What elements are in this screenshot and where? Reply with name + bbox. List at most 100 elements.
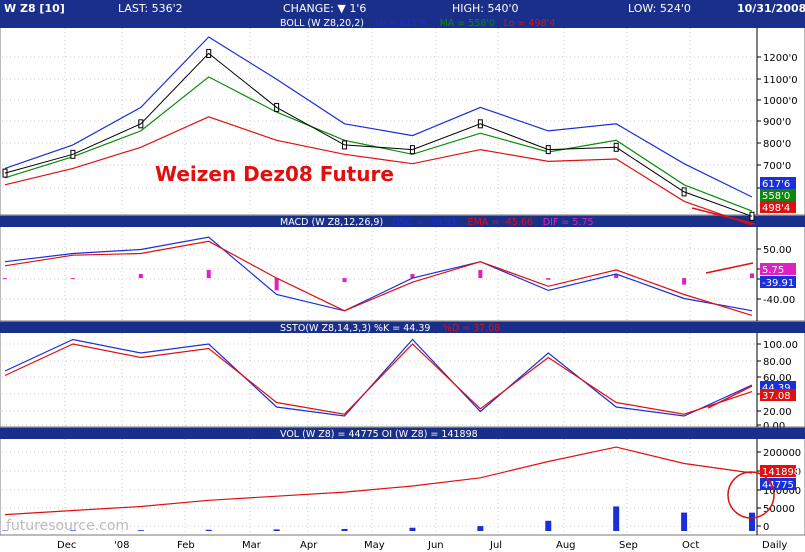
- wheat-futures-chart: BOLL (W Z8,20,2) Hi = 617'6 MA = 558'0 Lo =…: [0, 17, 805, 551]
- macd-legend-1: EMA = -45.66: [468, 217, 533, 228]
- macd-marker-value: 5.75: [762, 265, 784, 276]
- boll-tick-label: 800'0: [763, 139, 791, 150]
- ssto-marker-value: 44.39: [762, 383, 791, 394]
- boll-tick-label: 1200'0: [763, 53, 798, 64]
- ssto-trend-arrow: [707, 385, 753, 409]
- boll-panel-title: BOLL (W Z8,20,2): [280, 18, 364, 29]
- ssto-tick-label: 100.00: [763, 340, 798, 351]
- volume-bar: [613, 506, 620, 531]
- vol-tick-label: 0: [763, 522, 769, 533]
- macd-histogram-bar: [3, 278, 7, 280]
- vol-tick-label: 50000: [763, 504, 795, 515]
- vol-tick-label: 200000: [763, 448, 801, 459]
- ssto-title-bar: [0, 322, 805, 333]
- ssto-tick-label: 20.00: [763, 407, 792, 418]
- volume-bar: [681, 512, 688, 531]
- vol-tick-label: 100000: [763, 486, 801, 497]
- boll-legend-0: Hi = 617'6: [376, 18, 427, 29]
- x-axis-label: Oct: [682, 540, 699, 551]
- vol-marker-box: [760, 465, 796, 477]
- symbol-label: W Z8 [10]: [4, 2, 65, 15]
- last-price: LAST: 536'2: [118, 2, 183, 15]
- low-value: LOW: 524'0: [628, 2, 691, 15]
- boll-marker-value: 558'0: [762, 191, 790, 202]
- boll-panel-frame: [0, 17, 805, 216]
- macd-histogram-bar: [478, 269, 483, 279]
- macd-histogram-bar: [682, 278, 687, 285]
- x-axis-label: Jul: [489, 540, 502, 551]
- volume-bar: [409, 527, 416, 531]
- ssto-panel-frame: [0, 321, 805, 428]
- macd-marker-box: [760, 263, 796, 275]
- boll-marker-value: 617'6: [762, 179, 790, 190]
- x-axis-label: Feb: [177, 540, 195, 551]
- macd-histogram-bar: [138, 274, 143, 279]
- macd-tick-label: 50.00: [763, 245, 792, 256]
- volume-bar: [545, 520, 552, 531]
- macd-trend-arrow: [705, 262, 754, 274]
- macd-histogram-bar: [546, 278, 551, 280]
- boll-tick-label: 1100'0: [763, 75, 798, 86]
- volume-bar: [477, 526, 484, 531]
- boll-close-line: [4, 52, 753, 217]
- macd-histogram-bar: [750, 273, 754, 279]
- boll-price-candle: [2, 168, 8, 178]
- volume-bar: [341, 528, 348, 531]
- macd-histogram-bar: [410, 274, 415, 279]
- macd-marker-value: -39.91: [762, 278, 794, 289]
- ssto-tick-label: 60.00: [763, 373, 792, 384]
- macd-series-line: [4, 240, 753, 316]
- ssto-tick-label: 0.00: [763, 421, 785, 432]
- vol-series-line: [4, 446, 753, 516]
- x-axis-label: Sep: [619, 540, 638, 551]
- x-axis-label: Mar: [242, 540, 262, 551]
- boll-title-bar: [0, 17, 805, 28]
- boll-marker-box: [760, 201, 796, 213]
- boll-series-line: [4, 116, 753, 226]
- price-trend-arrow: [691, 207, 756, 225]
- macd-legend-2: DIF = 5.75: [543, 217, 594, 228]
- ssto-marker-box: [760, 389, 796, 401]
- x-axis-label: May: [364, 540, 385, 551]
- chart-date: 10/31/2008: [737, 2, 805, 15]
- x-axis-label: Apr: [300, 540, 318, 551]
- macd-legend-0: DSC = -39.91: [392, 217, 457, 228]
- macd-histogram-bar: [206, 269, 211, 279]
- x-axis-label: Aug: [556, 540, 576, 551]
- x-axis-label: Jun: [427, 540, 444, 551]
- boll-series-line: [4, 36, 753, 198]
- macd-histogram-bar: [342, 278, 347, 283]
- x-axis-label: Daily: [762, 540, 787, 551]
- macd-series-line: [4, 236, 753, 312]
- boll-tick-label: 900'0: [763, 117, 791, 128]
- vol-marker-value: 44775: [762, 480, 794, 491]
- macd-marker-box: [760, 276, 796, 288]
- x-axis-label: Dec: [57, 540, 76, 551]
- boll-marker-box: [760, 189, 796, 201]
- ssto-series-line: [4, 343, 753, 415]
- volume-bar: [69, 530, 76, 531]
- macd-histogram-bar: [274, 278, 279, 291]
- vol-panel-frame: [0, 427, 805, 536]
- vol-panel-title: VOL (W Z8) = 44775 OI (W Z8) = 141898: [280, 429, 478, 440]
- watermark-text: futuresource.com: [6, 518, 129, 534]
- macd-histogram-bar: [614, 274, 619, 279]
- ssto-legend-0: %D = 37.08: [443, 323, 501, 334]
- volume-bar: [137, 530, 144, 531]
- volume-bar: [205, 529, 212, 531]
- ssto-series-line: [4, 338, 753, 417]
- vol-title-bar: [0, 428, 805, 439]
- boll-marker-value: 498'4: [762, 203, 790, 214]
- chart-header-bar: W Z8 [10] LAST: 536'2 CHANGE: ▼ 1'6 HIGH…: [0, 0, 805, 17]
- boll-legend-1: MA = 558'0: [440, 18, 495, 29]
- ssto-tick-label: 80.00: [763, 357, 792, 368]
- boll-tick-label: 700'0: [763, 161, 791, 172]
- boll-tick-label: 1000'0: [763, 96, 798, 107]
- volume-bar: [749, 512, 755, 531]
- change-value: CHANGE: ▼ 1'6: [283, 2, 367, 15]
- boll-marker-box: [760, 177, 796, 189]
- high-value: HIGH: 540'0: [452, 2, 519, 15]
- macd-tick-label: -40.00: [763, 295, 795, 306]
- macd-panel-title: MACD (W Z8,12,26,9): [280, 217, 383, 228]
- volume-bar: [273, 529, 280, 531]
